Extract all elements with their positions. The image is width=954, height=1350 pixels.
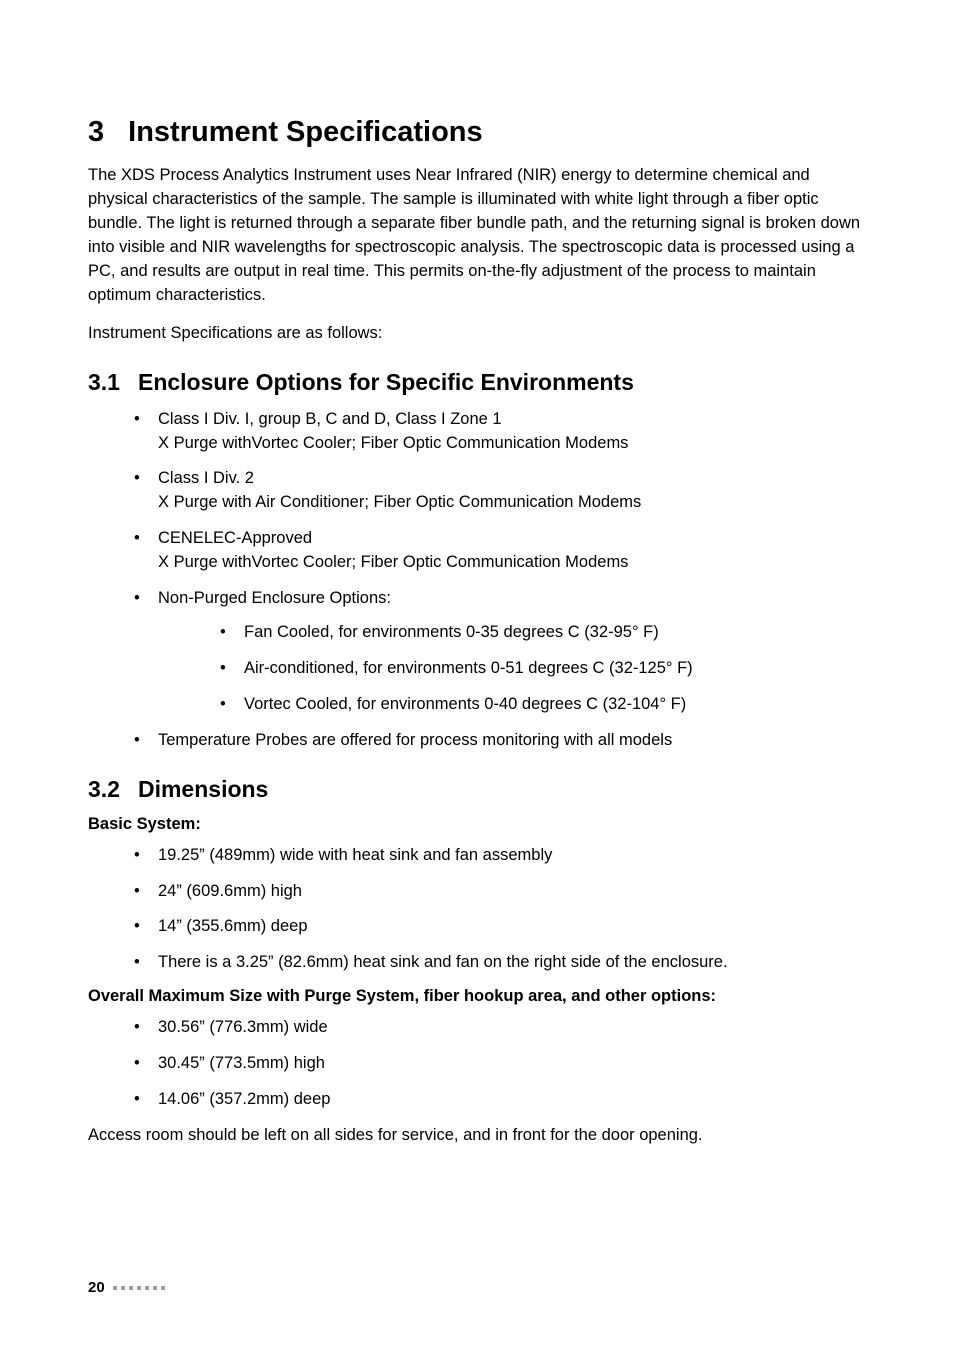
list-item: There is a 3.25” (82.6mm) heat sink and … xyxy=(134,951,866,975)
intro-paragraph-2: Instrument Specifications are as follows… xyxy=(88,322,866,346)
list-item: 30.45” (773.5mm) high xyxy=(134,1052,866,1076)
footer-dots-icon xyxy=(113,1286,165,1290)
sec32-sub1-title: Basic System: xyxy=(88,815,866,834)
chapter-heading: 3 Instrument Specifications xyxy=(88,114,866,150)
section-number: 3.1 xyxy=(88,368,120,398)
list-item: Non-Purged Enclosure Options: Fan Cooled… xyxy=(134,587,866,717)
list-item: Temperature Probes are offered for proce… xyxy=(134,729,866,753)
list-text: There is a 3.25” (82.6mm) heat sink and … xyxy=(158,953,728,971)
list-item: Fan Cooled, for environments 0-35 degree… xyxy=(220,621,866,645)
sec32-sub1-list: 19.25” (489mm) wide with heat sink and f… xyxy=(88,844,866,976)
list-text: Non-Purged Enclosure Options: xyxy=(158,589,391,607)
list-text: 24” (609.6mm) high xyxy=(158,882,302,900)
list-text: 14.06” (357.2mm) deep xyxy=(158,1090,330,1108)
intro-paragraph-1: The XDS Process Analytics Instrument use… xyxy=(88,164,866,308)
list-item: 14.06” (357.2mm) deep xyxy=(134,1088,866,1112)
list-text: Class I Div. I, group B, C and D, Class … xyxy=(158,410,502,428)
sec31-list: Class I Div. I, group B, C and D, Class … xyxy=(88,408,866,753)
list-item: 14” (355.6mm) deep xyxy=(134,915,866,939)
section-title: Dimensions xyxy=(138,776,268,802)
list-item: Vortec Cooled, for environments 0-40 deg… xyxy=(220,693,866,717)
list-text: Air-conditioned, for environments 0-51 d… xyxy=(244,659,693,677)
section-title: Enclosure Options for Specific Environme… xyxy=(138,369,634,395)
page-number: 20 xyxy=(88,1279,105,1296)
list-item: Air-conditioned, for environments 0-51 d… xyxy=(220,657,866,681)
list-text: X Purge with Air Conditioner; Fiber Opti… xyxy=(158,493,641,511)
list-text: 30.56” (776.3mm) wide xyxy=(158,1018,328,1036)
chapter-title: Instrument Specifications xyxy=(128,116,483,148)
list-text: CENELEC-Approved xyxy=(158,529,312,547)
section-number: 3.2 xyxy=(88,775,120,805)
section-3-1-heading: 3.1 Enclosure Options for Specific Enviro… xyxy=(88,368,866,398)
list-text: 30.45” (773.5mm) high xyxy=(158,1054,325,1072)
list-text: Class I Div. 2 xyxy=(158,469,254,487)
list-text: Fan Cooled, for environments 0-35 degree… xyxy=(244,623,659,641)
section-3-2-heading: 3.2 Dimensions xyxy=(88,775,866,805)
list-item: 30.56” (776.3mm) wide xyxy=(134,1016,866,1040)
chapter-number: 3 xyxy=(88,114,104,150)
list-item: Class I Div. 2 X Purge with Air Conditio… xyxy=(134,467,866,515)
sec32-closing: Access room should be left on all sides … xyxy=(88,1124,866,1148)
list-item: CENELEC-Approved X Purge withVortec Cool… xyxy=(134,527,866,575)
list-text: 19.25” (489mm) wide with heat sink and f… xyxy=(158,846,552,864)
sec32-sub2-list: 30.56” (776.3mm) wide 30.45” (773.5mm) h… xyxy=(88,1016,866,1112)
list-item: 24” (609.6mm) high xyxy=(134,880,866,904)
sec31-sublist: Fan Cooled, for environments 0-35 degree… xyxy=(158,621,866,717)
list-text: Temperature Probes are offered for proce… xyxy=(158,731,672,749)
page-footer: 20 xyxy=(88,1279,165,1296)
list-text: X Purge withVortec Cooler; Fiber Optic C… xyxy=(158,434,628,452)
list-text: X Purge withVortec Cooler; Fiber Optic C… xyxy=(158,553,628,571)
page: 3 Instrument Specifications The XDS Proce… xyxy=(0,0,954,1350)
list-text: 14” (355.6mm) deep xyxy=(158,917,308,935)
list-item: 19.25” (489mm) wide with heat sink and f… xyxy=(134,844,866,868)
list-item: Class I Div. I, group B, C and D, Class … xyxy=(134,408,866,456)
sec32-sub2-title: Overall Maximum Size with Purge System, … xyxy=(88,987,866,1006)
list-text: Vortec Cooled, for environments 0-40 deg… xyxy=(244,695,686,713)
